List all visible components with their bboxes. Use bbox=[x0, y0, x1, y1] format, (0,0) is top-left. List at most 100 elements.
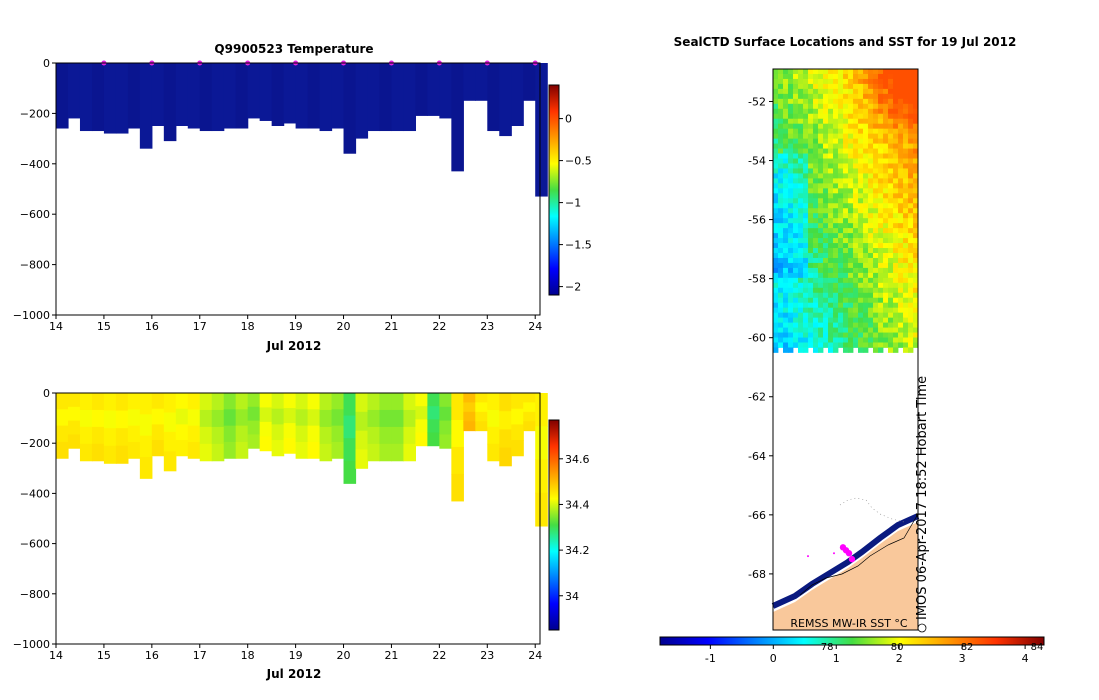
sst-cell bbox=[833, 73, 839, 80]
sst-cell bbox=[778, 312, 784, 319]
salinity-profile-segment bbox=[295, 425, 309, 443]
sst-cell bbox=[783, 287, 789, 294]
sst-cell bbox=[878, 282, 884, 289]
sst-cell bbox=[808, 287, 814, 294]
map-title: SealCTD Surface Locations and SST for 19… bbox=[674, 35, 1017, 49]
sst-cell bbox=[798, 108, 804, 115]
sst-cell bbox=[863, 337, 869, 343]
sst-cell bbox=[773, 88, 779, 95]
sst-cell bbox=[788, 69, 794, 75]
sst-cell bbox=[788, 183, 794, 189]
sst-cell bbox=[808, 113, 814, 120]
sst-cell bbox=[858, 307, 864, 314]
sst-cell bbox=[903, 243, 909, 249]
sst-cell bbox=[778, 342, 784, 348]
sst-cell bbox=[818, 173, 824, 179]
sst-cell bbox=[773, 223, 779, 229]
sst-cell bbox=[833, 327, 839, 333]
sst-cell bbox=[848, 203, 854, 209]
seal-location-marker bbox=[845, 550, 853, 557]
sst-cell bbox=[773, 108, 779, 115]
salinity-profile-segment bbox=[56, 409, 69, 427]
sst-cell bbox=[773, 78, 779, 85]
sst-cell bbox=[803, 83, 809, 90]
sst-cell bbox=[913, 193, 919, 199]
sst-cell bbox=[813, 312, 819, 319]
sst-cell bbox=[913, 153, 919, 159]
sst-cell bbox=[818, 272, 824, 279]
sst-cell bbox=[773, 113, 779, 120]
salinity-profile-segment bbox=[367, 426, 381, 445]
sst-cell bbox=[788, 282, 794, 289]
sst-cell bbox=[828, 322, 834, 328]
sst-cell bbox=[858, 208, 864, 214]
sst-cell bbox=[908, 73, 914, 80]
sst-cell bbox=[878, 183, 884, 189]
sst-cell bbox=[798, 73, 804, 80]
sst-cell bbox=[778, 103, 784, 110]
map-lat-tick-label: -56 bbox=[748, 214, 766, 227]
sst-cell bbox=[828, 93, 834, 100]
sst-cell bbox=[903, 257, 909, 264]
sst-cell bbox=[778, 257, 784, 264]
sst-cell bbox=[783, 178, 789, 184]
map-lat-tick-label: -66 bbox=[748, 509, 766, 522]
sst-cell bbox=[893, 332, 899, 338]
sst-cell bbox=[893, 128, 899, 135]
sst-cell bbox=[898, 153, 904, 159]
sst-cell bbox=[778, 153, 784, 159]
sst-cell bbox=[813, 173, 819, 179]
sst-cell bbox=[873, 282, 879, 289]
sst-cell bbox=[808, 262, 814, 269]
sst-cell bbox=[853, 103, 859, 110]
sst-cell bbox=[843, 103, 849, 110]
sst-cell bbox=[798, 123, 804, 130]
sst-cell bbox=[868, 188, 874, 194]
sst-cell bbox=[908, 272, 914, 279]
sst-cell bbox=[813, 83, 819, 90]
salinity-profile-segment bbox=[355, 430, 369, 450]
sst-cell bbox=[873, 317, 879, 324]
sst-cell bbox=[813, 297, 819, 304]
sst-cell bbox=[913, 83, 919, 90]
sst-cell bbox=[873, 128, 879, 135]
temperature-profile bbox=[331, 63, 345, 129]
sst-cell bbox=[798, 158, 804, 164]
sst-cell bbox=[908, 208, 914, 214]
salinity-profile-segment bbox=[295, 409, 309, 427]
sst-cell bbox=[848, 228, 854, 234]
sst-cell bbox=[783, 213, 789, 219]
sst-cell bbox=[908, 302, 914, 309]
sst-cell bbox=[773, 292, 779, 299]
sst-cell bbox=[848, 317, 854, 324]
sst-cell bbox=[858, 98, 864, 105]
sst-cell bbox=[838, 98, 844, 105]
sst-cell bbox=[818, 208, 824, 214]
sst-cell bbox=[773, 128, 779, 135]
sst-cell bbox=[848, 257, 854, 264]
sst-cell bbox=[898, 248, 904, 254]
salinity-profile-segment bbox=[307, 409, 321, 427]
sst-cell bbox=[883, 342, 889, 348]
sst-cell bbox=[843, 178, 849, 184]
sst-cell bbox=[773, 287, 779, 294]
salinity-profile-segment bbox=[67, 434, 81, 449]
sst-cell bbox=[798, 198, 804, 204]
sst-cell bbox=[903, 153, 909, 159]
sst-cell bbox=[913, 272, 919, 279]
salinity-profile-segment bbox=[283, 438, 297, 454]
temperature-profile bbox=[427, 63, 440, 116]
salinity-profile-segment bbox=[271, 424, 285, 441]
salinity-profile-segment bbox=[115, 393, 129, 412]
sst-cell bbox=[843, 243, 849, 249]
sst-cell bbox=[813, 332, 819, 338]
sst-cell bbox=[818, 302, 824, 309]
sst-cell bbox=[828, 128, 834, 135]
sst-cell bbox=[788, 163, 794, 169]
sst-cell bbox=[833, 183, 839, 189]
sst-cell bbox=[823, 218, 829, 224]
sst-cell bbox=[783, 347, 789, 353]
sst-cell bbox=[853, 307, 859, 314]
salinity-profile-segment bbox=[235, 393, 249, 410]
sst-cell bbox=[798, 312, 804, 319]
